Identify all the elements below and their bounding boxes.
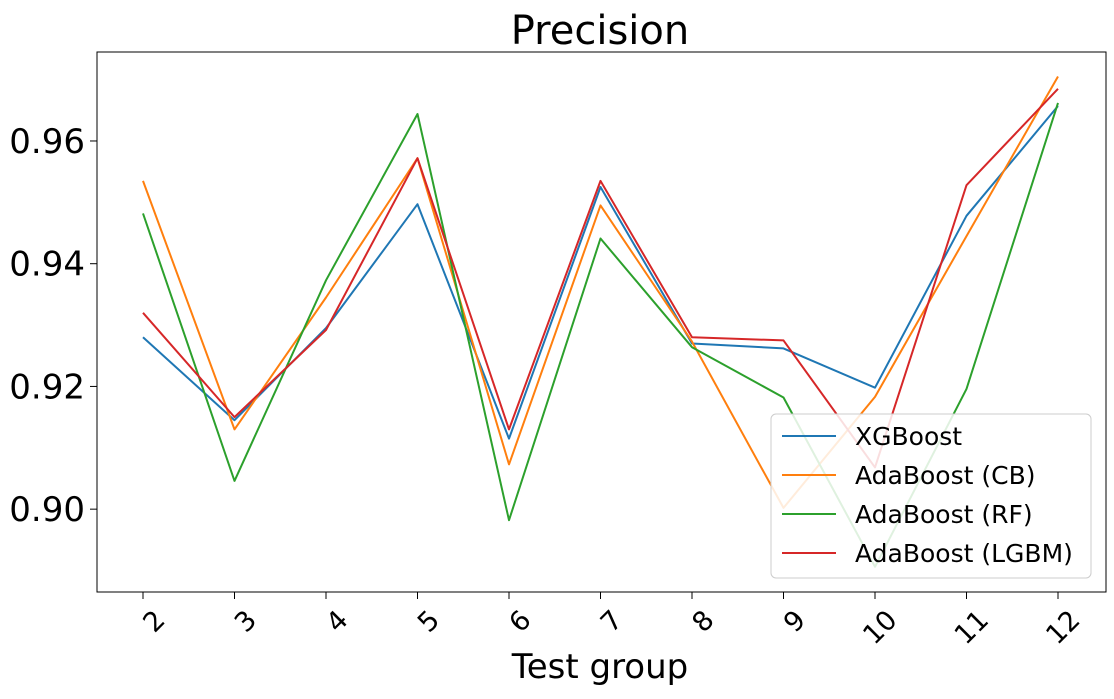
x-tick-label: 2 <box>137 605 171 639</box>
legend-label: AdaBoost (LGBM) <box>855 539 1073 568</box>
legend-label: AdaBoost (RF) <box>855 500 1033 529</box>
y-tick-label: 0.96 <box>9 122 85 162</box>
y-tick-label: 0.92 <box>9 367 85 407</box>
series-line-0 <box>143 106 1058 439</box>
x-tick-label: 10 <box>857 605 903 651</box>
legend-label: AdaBoost (CB) <box>855 461 1035 490</box>
x-tick-label: 5 <box>412 605 446 639</box>
legend: XGBoost AdaBoost (CB) AdaBoost (RF) AdaBoos… <box>771 414 1091 578</box>
x-tick-label: 3 <box>229 605 263 639</box>
y-tick-label: 0.90 <box>9 490 85 530</box>
y-axis: 0.90 0.92 0.94 0.96 <box>9 122 97 530</box>
legend-label: XGBoost <box>855 422 962 451</box>
y-tick-label: 0.94 <box>9 245 85 285</box>
x-tick-label: 7 <box>595 605 629 639</box>
x-tick-label: 8 <box>686 605 720 639</box>
x-tick-label: 6 <box>503 605 537 639</box>
x-tick-label: 11 <box>949 605 995 651</box>
x-tick-label: 4 <box>320 605 354 639</box>
x-axis-label: Test group <box>511 647 689 687</box>
x-tick-label: 12 <box>1040 605 1086 651</box>
x-tick-label: 9 <box>778 605 812 639</box>
series-line-3 <box>143 89 1058 468</box>
chart-title: Precision <box>511 8 689 54</box>
x-axis: 2 3 4 5 6 7 8 9 10 11 12 <box>137 592 1086 651</box>
